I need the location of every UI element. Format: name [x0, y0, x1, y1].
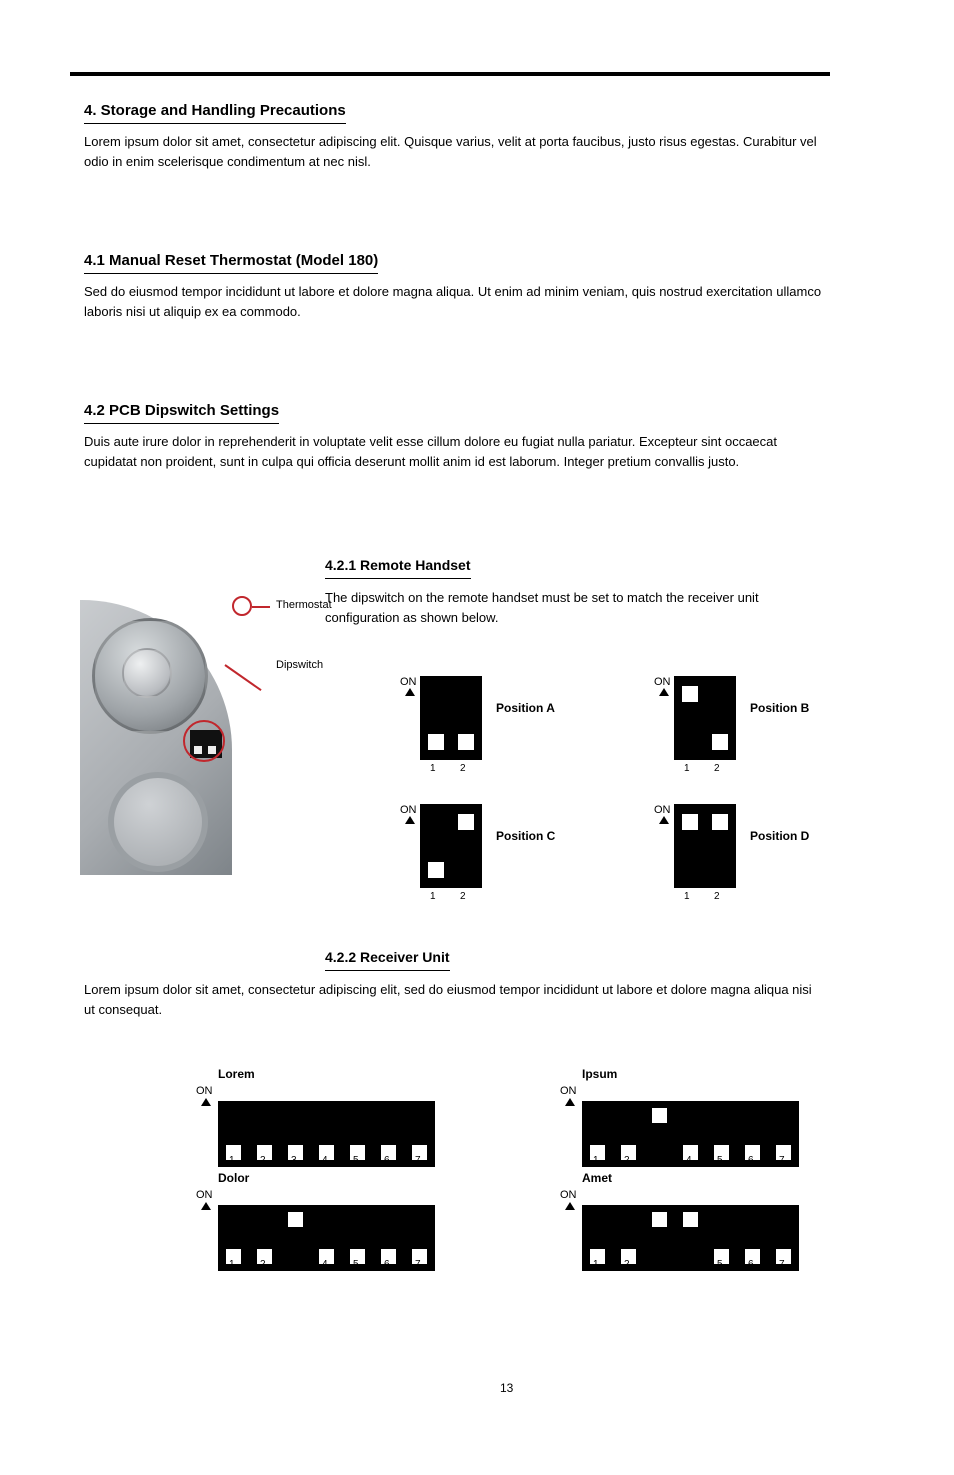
- callout-ring-a: [232, 596, 252, 616]
- dip7-r4-wrap: Amet 1234567: [582, 1188, 799, 1271]
- up-arrow-icon: [201, 1202, 211, 1210]
- dip7-r3-cap: Dolor: [218, 1170, 435, 1187]
- callout-label-b: Dipswitch: [276, 658, 323, 673]
- page-number: 13: [500, 1380, 513, 1397]
- dip2-d1-n1: 1: [430, 762, 436, 776]
- dip7-r2-cap: Ipsum: [582, 1066, 799, 1083]
- callout-ring-b: [183, 720, 225, 762]
- dip7-r3-wrap: Dolor 1234567: [218, 1188, 435, 1271]
- dip2-d1: [420, 676, 482, 760]
- callout-lead-a: [252, 606, 270, 608]
- section-4-2-1-intro: The dipswitch on the remote handset must…: [325, 588, 825, 627]
- section-4-2-1-title: 4.2.1 Remote Handset: [325, 556, 471, 579]
- section-4-2-2-title: 4.2.2 Receiver Unit: [325, 948, 450, 971]
- dip2-d2-n2: 2: [714, 762, 720, 776]
- up-arrow-icon: [565, 1202, 575, 1210]
- section-4-1-body: Sed do eiusmod tempor incididunt ut labo…: [84, 282, 824, 321]
- up-arrow-icon: [405, 816, 415, 824]
- section-4-2-2-intro: Lorem ipsum dolor sit amet, consectetur …: [84, 980, 824, 1019]
- up-arrow-icon: [201, 1098, 211, 1106]
- dip2-d1-n2: 2: [460, 762, 466, 776]
- dip2-d4-n1: 1: [684, 890, 690, 904]
- dip2-d2-cap: Position B: [750, 700, 809, 717]
- callout-label-a: Thermostat: [276, 598, 332, 613]
- dip2-d3-n1: 1: [430, 890, 436, 904]
- section-4-1-title: 4.1 Manual Reset Thermostat (Model 180): [84, 250, 378, 274]
- up-arrow-icon: [659, 816, 669, 824]
- section-4-2-body: Duis aute irure dolor in reprehenderit i…: [84, 432, 824, 471]
- section-4-2-title: 4.2 PCB Dipswitch Settings: [84, 400, 279, 424]
- up-arrow-icon: [565, 1098, 575, 1106]
- up-arrow-icon: [659, 688, 669, 696]
- dip2-d2-n1: 1: [684, 762, 690, 776]
- dip2-d4: [674, 804, 736, 888]
- dip2-d1-cap: Position A: [496, 700, 555, 717]
- dip7-r1-cap: Lorem: [218, 1066, 435, 1083]
- dip7-r1-wrap: Lorem 1234567: [218, 1084, 435, 1167]
- dip2-d4-n2: 2: [714, 890, 720, 904]
- dip2-d3-n2: 2: [460, 890, 466, 904]
- dip7-r2-wrap: Ipsum 1234567: [582, 1084, 799, 1167]
- section-4-title: 4. Storage and Handling Precautions: [84, 100, 346, 124]
- dip2-d3: [420, 804, 482, 888]
- dip2-d2: [674, 676, 736, 760]
- dip2-d3-cap: Position C: [496, 828, 555, 845]
- top-rule: [70, 72, 830, 76]
- section-4-body: Lorem ipsum dolor sit amet, consectetur …: [84, 132, 824, 171]
- dip2-d4-cap: Position D: [750, 828, 809, 845]
- dip7-r4-cap: Amet: [582, 1170, 799, 1187]
- up-arrow-icon: [405, 688, 415, 696]
